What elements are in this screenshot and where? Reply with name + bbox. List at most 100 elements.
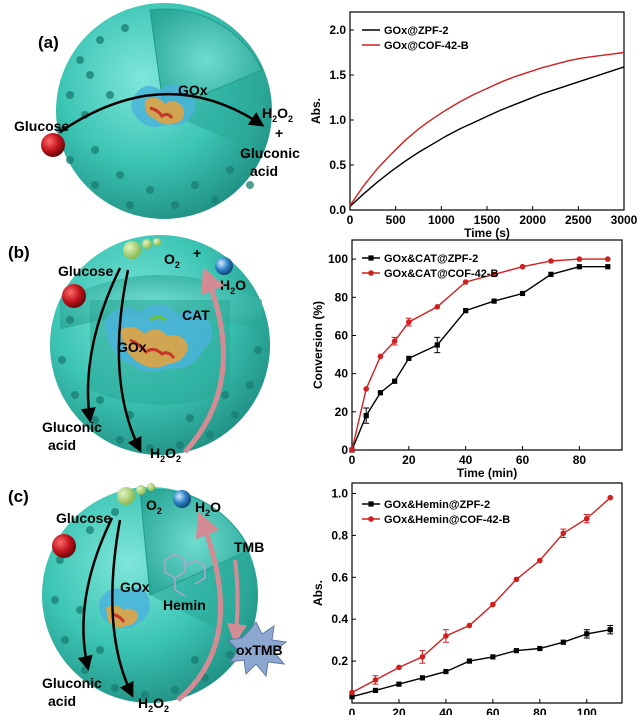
series-line: [351, 266, 608, 451]
chart-b-conversion-vs-time: 0 20 40 60 80 0 20 40 60 80 100 Time (min) Conversio…: [311, 239, 623, 480]
data-point: [392, 378, 398, 384]
gluconic-arrow-b: [80, 267, 122, 423]
o2-label-b: O2: [164, 251, 180, 270]
y-tick-label: 1.0: [331, 486, 348, 500]
x-tick-label: 1000: [428, 213, 455, 227]
data-point: [462, 279, 469, 285]
h2o2-label-b: H2O2: [150, 445, 181, 464]
chart-a-absorbance-vs-time: 0 500 1000 1500 2000 2500 3000 0.0 0.5 1.0 1.5 2.0 T…: [309, 11, 638, 240]
x-axis-label: Time (s): [464, 226, 510, 240]
y-tick-label: 60: [335, 328, 349, 342]
y-tick-label: 20: [335, 405, 349, 419]
hemin-arrow-c: [176, 511, 223, 702]
data-point: [537, 645, 543, 652]
panel-b-diagram: (b) GOx CAT Glucose: [8, 235, 270, 464]
y-tick-label: 0.5: [329, 158, 346, 172]
product-acid-a: acid: [250, 163, 278, 179]
data-point: [349, 689, 355, 696]
gluconic-arrow-c: [77, 517, 114, 671]
x-tick-label: 0: [349, 453, 356, 467]
data-point: [463, 308, 469, 314]
x-tick-label: 80: [533, 706, 547, 715]
o2-bubbles-b: [123, 238, 161, 259]
tmb-arrow-c: [227, 559, 247, 644]
legend-marker: [368, 516, 374, 522]
series-line: [349, 66, 625, 207]
data-point: [513, 576, 520, 583]
x-tick-label: 80: [573, 453, 587, 467]
data-point: [443, 668, 449, 675]
data-point: [605, 264, 611, 270]
data-point: [491, 298, 497, 304]
x-tick-label: 40: [439, 706, 453, 715]
oxtmb-label-c: oxTMB: [236, 642, 283, 658]
data-point: [372, 677, 379, 683]
x-tick-label: 0: [349, 706, 356, 715]
data-point: [377, 353, 384, 360]
y-tick-label: 100: [328, 252, 348, 266]
y-axis-label: Abs.: [311, 580, 325, 606]
y-tick-label: 80: [335, 290, 349, 304]
panel-label-b: (b): [8, 243, 30, 262]
legend-entry: GOx@ZPF-2: [384, 25, 449, 37]
x-tick-label: 500: [386, 213, 406, 227]
h2o-droplet-c: [173, 490, 191, 508]
x-tick-label: 60: [486, 706, 500, 715]
panel-a-diagram: (a) GOx Glucose H2O2: [14, 3, 300, 219]
data-point: [490, 654, 496, 660]
data-point: [583, 515, 590, 522]
enzyme-structure-b: [105, 304, 212, 373]
y-tick-label: 0.6: [331, 570, 348, 584]
pores-a: [56, 24, 254, 209]
hemin-structure-c: [164, 553, 206, 597]
legend-marker: [368, 255, 374, 261]
data-point: [406, 319, 412, 325]
x-tick-label: 20: [392, 706, 406, 715]
data-point: [576, 264, 582, 270]
y-tick-label: 1.0: [329, 113, 346, 127]
y-tick-label: 0: [341, 443, 348, 457]
glucose-molecule-a: [41, 133, 65, 157]
h2o-droplet-b: [215, 257, 233, 275]
o2-label-c: O2: [146, 497, 162, 516]
gluconic-label-b: Gluconic: [42, 419, 102, 435]
legend-entry: GOx@COF-42-B: [384, 40, 469, 52]
h2o2-arrow-b: [117, 269, 142, 453]
series-line: [351, 258, 608, 451]
h2o2-label-c: H2O2: [138, 695, 169, 714]
data-point: [466, 658, 472, 664]
x-tick-label: 100: [577, 706, 597, 715]
glucose-molecule-b: [62, 284, 86, 308]
acid-label-b: acid: [48, 437, 76, 453]
x-tick-label: 60: [516, 453, 530, 467]
data-point: [377, 390, 384, 396]
data-point: [396, 681, 402, 687]
glucose-label-a: Glucose: [14, 118, 69, 134]
tmb-label-c: TMB: [234, 539, 264, 555]
x-tick-label: 20: [402, 453, 416, 467]
data-point: [434, 304, 441, 310]
y-tick-label: 40: [335, 367, 349, 381]
x-tick-label: 2000: [519, 213, 546, 227]
y-tick-label: 0.4: [331, 612, 348, 626]
x-tick-label: 2500: [565, 213, 592, 227]
data-point: [607, 627, 613, 633]
plot-frame: [351, 482, 623, 704]
series-line: [351, 497, 611, 694]
data-point: [576, 256, 583, 262]
y-tick-label: 2.0: [329, 23, 346, 37]
series-line: [351, 629, 611, 698]
legend-entry: GOx&Hemin@COF-42-B: [384, 514, 510, 526]
data-point: [491, 271, 497, 278]
data-point: [419, 675, 426, 681]
data-point: [349, 694, 355, 700]
reaction-arrow-a: [59, 93, 265, 134]
data-point: [363, 386, 370, 392]
legend-marker: [368, 501, 374, 507]
y-tick-label: 1.5: [329, 68, 346, 82]
panel-label-c: (c): [8, 487, 29, 506]
series-line: [349, 51, 625, 206]
data-point: [419, 654, 426, 660]
product-gluconic-a: Gluconic: [240, 145, 300, 161]
